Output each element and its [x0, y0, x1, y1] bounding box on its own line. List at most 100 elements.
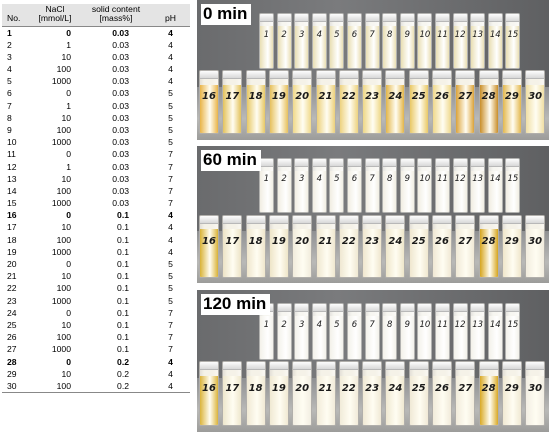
cell-nacl: 10	[61, 368, 71, 379]
cell-no: 14	[7, 185, 17, 196]
cell-solid-content: 0.2	[117, 368, 129, 379]
vial-front-18: 18	[245, 361, 266, 426]
cell-no: 10	[7, 137, 17, 148]
vial-cap	[409, 362, 428, 370]
table-header-row: No. NaCl [mmol/L] solid content [mass%] …	[2, 4, 190, 28]
vial-number: 25	[411, 91, 426, 102]
table-row: 5 1000 0.03 4	[2, 75, 190, 87]
vial-number: 1	[263, 320, 270, 330]
table-row: 2 1 0.03 4	[2, 39, 190, 51]
vial-front-28: 28	[478, 215, 499, 278]
vial-number: 19	[271, 383, 286, 394]
cell-solid-content: 0.03	[112, 185, 129, 196]
table-row: 19 1000 0.1 4	[2, 246, 190, 258]
vial-liquid	[316, 229, 335, 277]
cell-solid-content: 0.1	[117, 259, 129, 270]
vial-liquid	[330, 316, 344, 359]
vial-liquid	[436, 316, 449, 359]
vial-cap	[260, 14, 273, 22]
vial-liquid	[433, 84, 451, 133]
cell-solid-content: 0.03	[112, 198, 129, 209]
cell-no: 15	[7, 198, 17, 209]
vial-cap	[433, 216, 451, 224]
cell-solid-content: 0.03	[112, 149, 129, 160]
vial-liquid	[246, 84, 265, 133]
vial-back-6: 6	[347, 158, 362, 213]
vial-number: 16	[202, 383, 216, 394]
vial-liquid	[526, 229, 545, 277]
vial-liquid	[471, 316, 485, 359]
table-row: 29 10 0.2 4	[2, 368, 190, 380]
vial-liquid	[526, 84, 545, 133]
vial-cap	[316, 216, 335, 224]
vial-number: 16	[202, 236, 216, 247]
cell-ph: 4	[168, 76, 173, 87]
vial-liquid	[277, 316, 291, 359]
vial-back-14: 14	[487, 303, 503, 360]
cell-nacl: 1000	[51, 295, 71, 306]
cell-solid-content: 0.03	[112, 100, 129, 111]
vial-liquid	[386, 229, 405, 277]
time-label: 60 min	[201, 150, 261, 171]
vial-cap	[526, 216, 545, 224]
vial-liquid	[453, 170, 467, 212]
vial-back-15: 15	[505, 158, 521, 213]
cell-ph: 4	[168, 27, 173, 38]
vial-cap	[502, 71, 521, 79]
vial-number: 5	[334, 30, 340, 40]
vial-liquid	[295, 25, 309, 68]
cell-ph: 4	[168, 210, 173, 221]
vial-cap	[400, 14, 414, 22]
vial-number: 6	[351, 174, 358, 184]
vial-liquid	[200, 84, 218, 133]
cell-no: 21	[7, 271, 17, 282]
vial-number: 9	[404, 320, 410, 330]
cell-no: 19	[7, 246, 17, 257]
vial-liquid	[453, 316, 467, 359]
vial-cap	[453, 159, 467, 167]
vial-liquid	[488, 25, 502, 68]
vial-back-1: 1	[259, 13, 274, 69]
vial-front-27: 27	[455, 215, 476, 278]
vial-front-21: 21	[315, 215, 336, 278]
photo-120-min: 1 2 3 4 5 6 7 8 9 10 11 12 13 14 15 16 17 18 19 20 21 22 23 24 2…	[197, 290, 549, 432]
vial-number: 30	[528, 383, 543, 394]
vial-cap	[277, 14, 291, 22]
vial-number: 14	[489, 174, 501, 184]
vial-cap	[330, 304, 344, 312]
cell-no: 22	[7, 283, 17, 294]
vial-liquid	[260, 316, 273, 359]
vial-number: 26	[435, 236, 449, 247]
vial-number: 23	[365, 236, 380, 247]
vial-number: 29	[504, 91, 519, 102]
vial-back-1: 1	[259, 158, 274, 213]
vial-back-11: 11	[435, 13, 450, 69]
cell-solid-content: 0.03	[112, 39, 129, 50]
cell-ph: 7	[168, 173, 173, 184]
vial-cap	[223, 362, 242, 370]
vial-cap	[386, 362, 405, 370]
vial-back-4: 4	[311, 158, 327, 213]
cell-solid-content: 0.1	[117, 319, 129, 330]
vial-cap	[316, 71, 335, 79]
vial-cap	[277, 304, 291, 312]
vial-liquid	[246, 375, 265, 425]
cell-no: 11	[7, 149, 16, 160]
vial-back-10: 10	[417, 303, 433, 360]
vial-number: 23	[365, 383, 380, 394]
vial-number: 3	[298, 174, 305, 184]
vial-cap	[479, 362, 498, 370]
vial-back-8: 8	[382, 303, 398, 360]
cell-nacl: 1000	[51, 76, 71, 87]
vial-front-21: 21	[315, 70, 336, 134]
table-row: 11 0 0.03 7	[2, 149, 190, 161]
vial-number: 6	[351, 320, 358, 330]
vial-number: 11	[437, 174, 448, 184]
vial-cap	[363, 362, 382, 370]
vial-liquid	[471, 170, 485, 212]
vial-number: 13	[472, 30, 484, 40]
vial-front-19: 19	[268, 70, 289, 134]
table-row: 27 1000 0.1 7	[2, 344, 190, 356]
vial-cap	[365, 14, 379, 22]
vial-liquid	[293, 229, 312, 277]
